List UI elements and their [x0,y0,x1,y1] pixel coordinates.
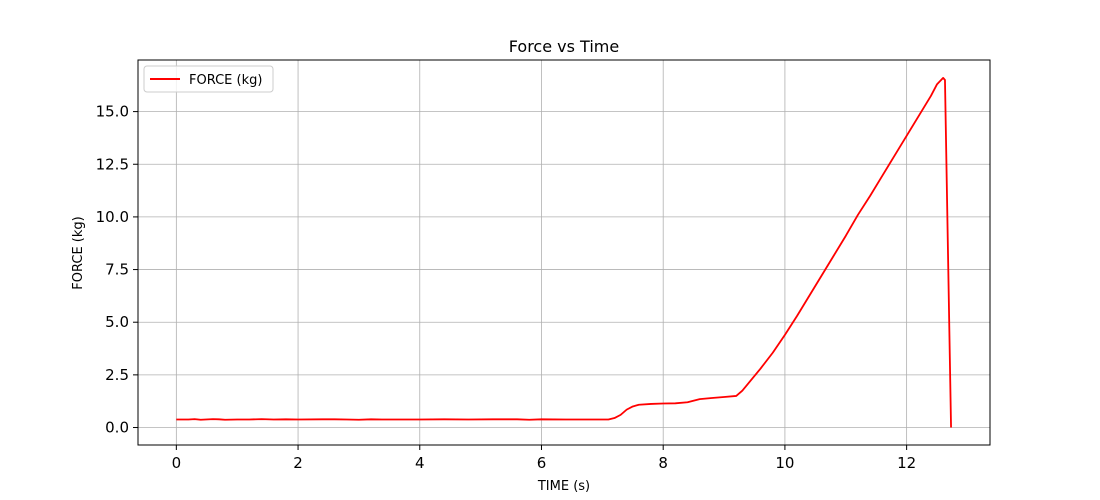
legend: FORCE (kg) [143,65,274,93]
x-tick-label: 8 [658,454,668,472]
y-axis-label: FORCE (kg) [71,216,86,289]
x-tick-label: 10 [775,454,794,472]
y-tick-label: 2.5 [105,366,129,384]
y-tick-label: 5.0 [105,313,129,331]
x-tick-label: 0 [172,454,182,472]
legend-box [143,65,274,93]
legend-entry-force: FORCE (kg) [189,73,262,88]
x-axis-label: TIME (s) [537,479,590,494]
y-tick-label: 10.0 [96,208,129,226]
chart-title: Force vs Time [509,37,619,56]
series-layer [176,77,952,428]
x-tick-label: 2 [293,454,303,472]
plot-area-frame [137,59,991,446]
grid-lines [138,60,990,445]
y-tick-label: 12.5 [96,155,129,173]
x-tick-label: 6 [537,454,547,472]
series-line-force [176,77,952,428]
x-tick-label: 12 [897,454,916,472]
x-tick-label: 4 [415,454,425,472]
y-tick-label: 0.0 [105,419,129,437]
y-tick-label: 15.0 [96,103,129,121]
y-tick-label: 7.5 [105,261,129,279]
axis-ticks: 0 2 4 6 8 10 12 0.0 2.5 5.0 7.5 10.0 12.5 15.0 [96,103,917,472]
